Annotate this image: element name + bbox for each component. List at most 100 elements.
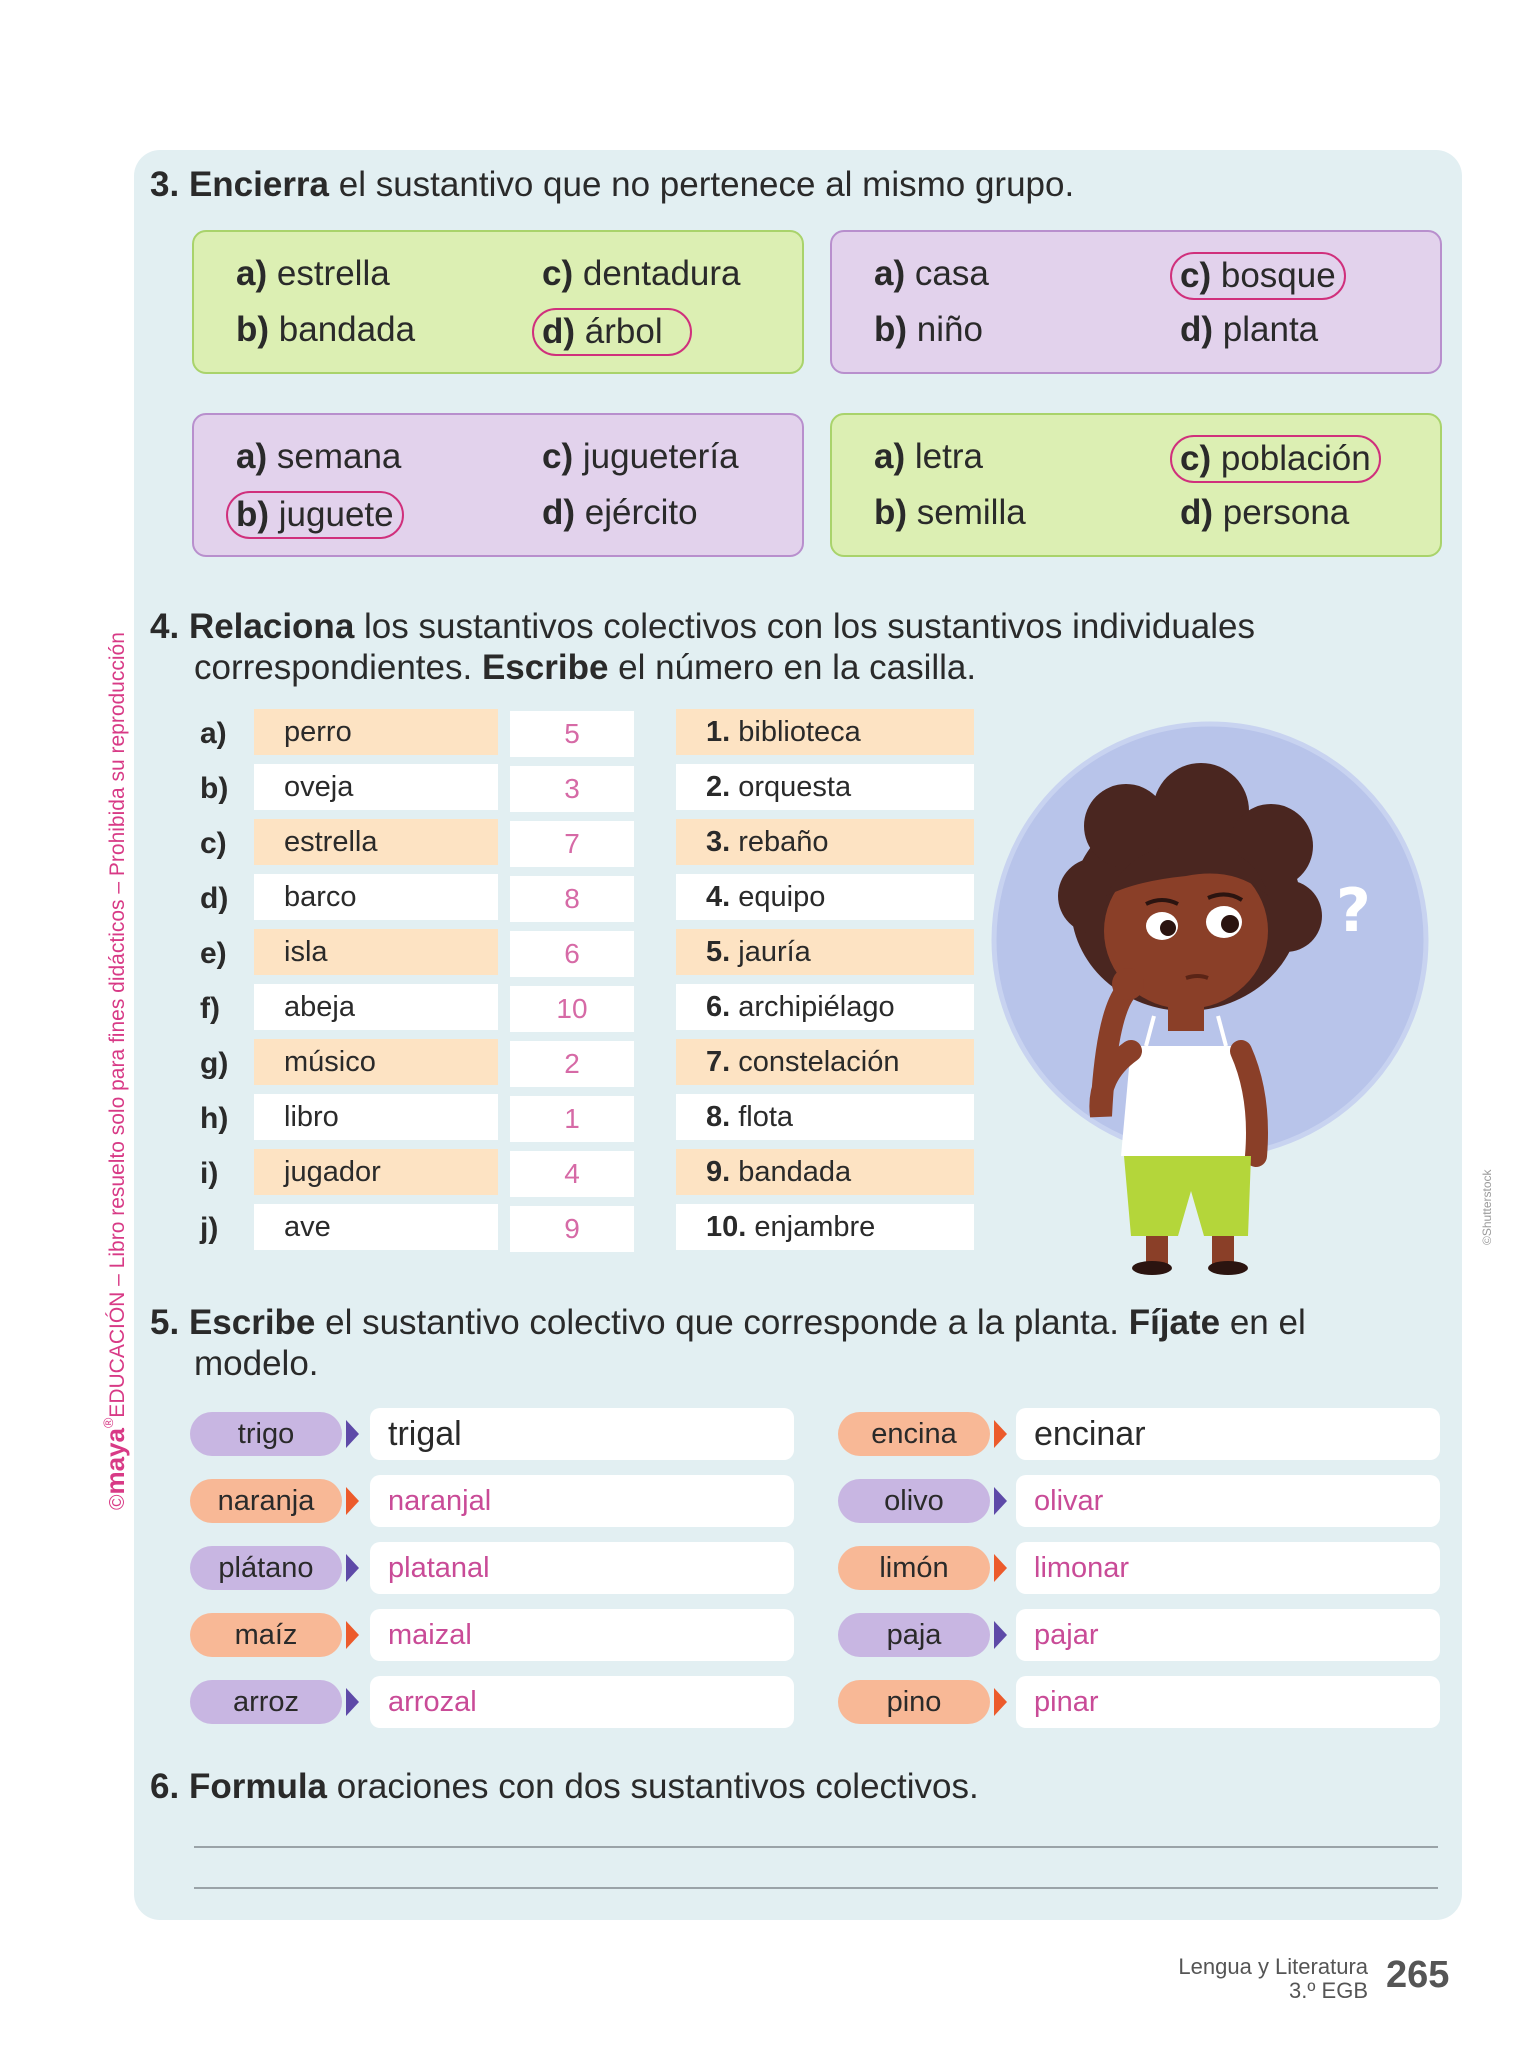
option-d-circled[interactable]: d) árbol bbox=[532, 308, 693, 356]
option-a[interactable]: a) letra bbox=[874, 437, 983, 476]
collective-noun: 4. equipo bbox=[676, 874, 974, 920]
option-group-4: a) letra b) semilla c) población d) pers… bbox=[830, 413, 1442, 557]
individual-noun: oveja bbox=[254, 764, 498, 810]
question-number: 6. bbox=[150, 1767, 180, 1806]
collective-noun: 10. enjambre bbox=[676, 1204, 974, 1250]
individual-noun: músico bbox=[254, 1039, 498, 1085]
option-d[interactable]: d) persona bbox=[1180, 493, 1350, 532]
question-5-title-line2: modelo. bbox=[194, 1344, 319, 1383]
writing-line[interactable] bbox=[194, 1846, 1438, 1848]
option-b[interactable]: b) niño bbox=[874, 310, 983, 349]
option-b-circled[interactable]: b) juguete bbox=[226, 491, 404, 539]
option-a[interactable]: a) semana bbox=[236, 437, 402, 476]
footer-subject: Lengua y Literatura bbox=[1178, 1954, 1368, 1979]
option-c-circled[interactable]: c) población bbox=[1170, 435, 1381, 483]
answer-field[interactable]: naranjal bbox=[370, 1475, 794, 1527]
copyright-side-text: ©maya®EDUCACIÓN – Libro resuelto solo pa… bbox=[100, 632, 130, 1510]
question-number: 5. bbox=[150, 1303, 180, 1342]
arrow-right-icon bbox=[346, 1554, 359, 1582]
page-number: 265 bbox=[1386, 1954, 1450, 1996]
arm-right bbox=[1230, 1040, 1268, 1167]
answer-box[interactable]: 1 bbox=[510, 1096, 634, 1142]
answer-field[interactable]: pinar bbox=[1016, 1676, 1440, 1728]
writing-line[interactable] bbox=[194, 1887, 1438, 1889]
option-c-circled[interactable]: c) bosque bbox=[1170, 252, 1346, 300]
row-letter: c) bbox=[200, 827, 227, 860]
plant-label: arroz bbox=[190, 1680, 342, 1724]
collective-noun: 8. flota bbox=[676, 1094, 974, 1140]
row-letter: b) bbox=[200, 772, 229, 805]
question-3-title: 3. Encierra el sustantivo que no pertene… bbox=[150, 165, 1075, 204]
answer-field[interactable]: limonar bbox=[1016, 1542, 1440, 1594]
individual-noun: isla bbox=[254, 929, 498, 975]
question-mark: ? bbox=[1336, 876, 1371, 946]
question-number: 3. bbox=[150, 165, 180, 204]
row-letter: a) bbox=[200, 717, 227, 750]
row-letter: e) bbox=[200, 937, 227, 970]
answer-box[interactable]: 2 bbox=[510, 1041, 634, 1087]
collective-noun: 1. biblioteca bbox=[676, 709, 974, 755]
footer-grade: 3.º EGB bbox=[1289, 1978, 1368, 2003]
option-group-2: a) casa b) niño c) bosque d) planta bbox=[830, 230, 1442, 374]
individual-noun: perro bbox=[254, 709, 498, 755]
question-4-title: 4. Relaciona los sustantivos colectivos … bbox=[150, 607, 1256, 646]
model-answer: encinar bbox=[1016, 1408, 1440, 1460]
individual-noun: estrella bbox=[254, 819, 498, 865]
image-credit: ©Shutterstock bbox=[1480, 1169, 1494, 1245]
plant-label: maíz bbox=[190, 1613, 342, 1657]
question-number: 4. bbox=[150, 607, 180, 646]
answer-box[interactable]: 4 bbox=[510, 1151, 634, 1197]
answer-box[interactable]: 6 bbox=[510, 931, 634, 977]
arrow-right-icon bbox=[346, 1688, 359, 1716]
row-letter: j) bbox=[200, 1212, 219, 1245]
arrow-right-icon bbox=[346, 1420, 359, 1448]
question-5-title: 5. Escribe el sustantivo colectivo que c… bbox=[150, 1303, 1306, 1342]
collective-noun: 6. archipiélago bbox=[676, 984, 974, 1030]
option-a[interactable]: a) estrella bbox=[236, 254, 390, 293]
answer-field[interactable]: olivar bbox=[1016, 1475, 1440, 1527]
plant-label: pino bbox=[838, 1680, 990, 1724]
plant-label: trigo bbox=[190, 1412, 342, 1456]
answer-field[interactable]: maizal bbox=[370, 1609, 794, 1661]
model-answer: trigal bbox=[370, 1408, 794, 1460]
option-b[interactable]: b) bandada bbox=[236, 310, 416, 349]
option-d[interactable]: d) planta bbox=[1180, 310, 1319, 349]
answer-field[interactable]: platanal bbox=[370, 1542, 794, 1594]
arrow-right-icon bbox=[994, 1554, 1007, 1582]
option-b[interactable]: b) semilla bbox=[874, 493, 1026, 532]
answer-box[interactable]: 7 bbox=[510, 821, 634, 867]
option-c[interactable]: c) juguetería bbox=[542, 437, 739, 476]
option-d[interactable]: d) ejército bbox=[542, 493, 698, 532]
row-letter: h) bbox=[200, 1102, 229, 1135]
question-4-title-line2: correspondientes. Escribe el número en l… bbox=[194, 648, 977, 687]
option-c[interactable]: c) dentadura bbox=[542, 254, 741, 293]
arrow-right-icon bbox=[994, 1688, 1007, 1716]
arrow-right-icon bbox=[994, 1487, 1007, 1515]
row-letter: d) bbox=[200, 882, 229, 915]
arrow-right-icon bbox=[346, 1487, 359, 1515]
collective-noun: 2. orquesta bbox=[676, 764, 974, 810]
plant-label: limón bbox=[838, 1546, 990, 1590]
thinking-girl-illustration: ? bbox=[991, 721, 1429, 1275]
answer-box[interactable]: 5 bbox=[510, 711, 634, 757]
option-group-1: a) estrella b) bandada c) dentadura d) á… bbox=[192, 230, 804, 374]
answer-box[interactable]: 8 bbox=[510, 876, 634, 922]
answer-box[interactable]: 9 bbox=[510, 1206, 634, 1252]
face bbox=[1104, 853, 1268, 1009]
collective-noun: 5. jauría bbox=[676, 929, 974, 975]
option-group-3: a) semana b) juguete c) juguetería d) ej… bbox=[192, 413, 804, 557]
plant-label: plátano bbox=[190, 1546, 342, 1590]
option-a[interactable]: a) casa bbox=[874, 254, 989, 293]
answer-box[interactable]: 10 bbox=[510, 986, 634, 1032]
answer-box[interactable]: 3 bbox=[510, 766, 634, 812]
answer-field[interactable]: pajar bbox=[1016, 1609, 1440, 1661]
arrow-right-icon bbox=[994, 1420, 1007, 1448]
collective-noun: 9. bandada bbox=[676, 1149, 974, 1195]
collective-noun: 3. rebaño bbox=[676, 819, 974, 865]
top bbox=[1121, 1046, 1254, 1156]
arrow-right-icon bbox=[994, 1621, 1007, 1649]
question-6-title: 6. Formula oraciones con dos sustantivos… bbox=[150, 1767, 979, 1806]
individual-noun: abeja bbox=[254, 984, 498, 1030]
plant-label: naranja bbox=[190, 1479, 342, 1523]
answer-field[interactable]: arrozal bbox=[370, 1676, 794, 1728]
